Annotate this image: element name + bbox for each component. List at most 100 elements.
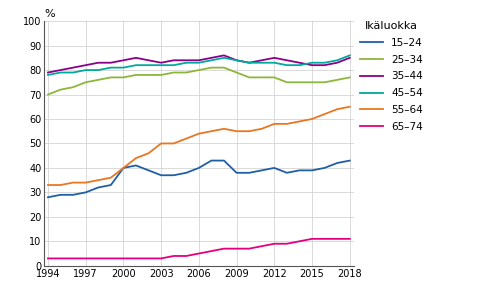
65–74 bbox=[309, 237, 315, 241]
Line: 65–74: 65–74 bbox=[48, 239, 350, 259]
15–24 bbox=[57, 193, 63, 197]
65–74 bbox=[284, 242, 290, 246]
35–44 bbox=[297, 61, 302, 65]
35–44 bbox=[183, 59, 189, 62]
65–74 bbox=[83, 257, 89, 260]
55–64 bbox=[70, 181, 76, 185]
35–44 bbox=[196, 59, 202, 62]
45–54 bbox=[209, 59, 215, 62]
45–54 bbox=[259, 61, 265, 65]
45–54 bbox=[158, 63, 164, 67]
35–44 bbox=[120, 59, 126, 62]
55–64 bbox=[57, 183, 63, 187]
55–64 bbox=[45, 183, 51, 187]
25–34 bbox=[347, 76, 353, 79]
45–54 bbox=[297, 63, 302, 67]
65–74 bbox=[133, 257, 139, 260]
15–24 bbox=[272, 166, 277, 170]
65–74 bbox=[209, 249, 215, 253]
25–34 bbox=[95, 78, 101, 82]
35–44 bbox=[322, 63, 327, 67]
45–54 bbox=[120, 66, 126, 69]
55–64 bbox=[108, 176, 114, 179]
35–44 bbox=[347, 56, 353, 59]
35–44 bbox=[171, 59, 177, 62]
25–34 bbox=[146, 73, 152, 77]
25–34 bbox=[196, 68, 202, 72]
45–54 bbox=[57, 71, 63, 74]
25–34 bbox=[183, 71, 189, 74]
55–64 bbox=[171, 142, 177, 145]
45–54 bbox=[108, 66, 114, 69]
45–54 bbox=[171, 63, 177, 67]
15–24 bbox=[246, 171, 252, 175]
55–64 bbox=[272, 122, 277, 126]
45–54 bbox=[95, 68, 101, 72]
Legend: 15–24, 25–34, 35–44, 45–54, 55–64, 65–74: 15–24, 25–34, 35–44, 45–54, 55–64, 65–74 bbox=[360, 21, 423, 132]
65–74 bbox=[322, 237, 327, 241]
35–44 bbox=[209, 56, 215, 59]
45–54 bbox=[183, 61, 189, 65]
65–74 bbox=[171, 254, 177, 258]
35–44 bbox=[309, 63, 315, 67]
35–44 bbox=[108, 61, 114, 65]
15–24 bbox=[70, 193, 76, 197]
Line: 55–64: 55–64 bbox=[48, 107, 350, 185]
25–34 bbox=[108, 76, 114, 79]
25–34 bbox=[272, 76, 277, 79]
55–64 bbox=[284, 122, 290, 126]
35–44 bbox=[334, 61, 340, 65]
25–34 bbox=[221, 66, 227, 69]
15–24 bbox=[95, 186, 101, 189]
15–24 bbox=[120, 166, 126, 170]
25–34 bbox=[284, 80, 290, 84]
65–74 bbox=[95, 257, 101, 260]
15–24 bbox=[221, 159, 227, 162]
15–24 bbox=[171, 173, 177, 177]
15–24 bbox=[146, 169, 152, 172]
55–64 bbox=[221, 127, 227, 130]
65–74 bbox=[120, 257, 126, 260]
25–34 bbox=[171, 71, 177, 74]
25–34 bbox=[133, 73, 139, 77]
55–64 bbox=[120, 166, 126, 170]
35–44 bbox=[133, 56, 139, 59]
65–74 bbox=[259, 244, 265, 248]
15–24 bbox=[108, 183, 114, 187]
35–44 bbox=[158, 61, 164, 65]
25–34 bbox=[120, 76, 126, 79]
25–34 bbox=[234, 71, 240, 74]
55–64 bbox=[322, 112, 327, 116]
15–24 bbox=[45, 195, 51, 199]
15–24 bbox=[309, 169, 315, 172]
45–54 bbox=[334, 59, 340, 62]
45–54 bbox=[146, 63, 152, 67]
55–64 bbox=[146, 151, 152, 155]
45–54 bbox=[322, 61, 327, 65]
35–44 bbox=[221, 53, 227, 57]
25–34 bbox=[259, 76, 265, 79]
35–44 bbox=[70, 66, 76, 69]
45–54 bbox=[221, 56, 227, 59]
65–74 bbox=[70, 257, 76, 260]
45–54 bbox=[70, 71, 76, 74]
15–24 bbox=[133, 164, 139, 167]
35–44 bbox=[95, 61, 101, 65]
35–44 bbox=[146, 59, 152, 62]
45–54 bbox=[246, 61, 252, 65]
25–34 bbox=[57, 88, 63, 92]
65–74 bbox=[57, 257, 63, 260]
65–74 bbox=[221, 247, 227, 250]
25–34 bbox=[158, 73, 164, 77]
15–24 bbox=[83, 191, 89, 194]
65–74 bbox=[158, 257, 164, 260]
15–24 bbox=[158, 173, 164, 177]
35–44 bbox=[45, 71, 51, 74]
45–54 bbox=[272, 61, 277, 65]
65–74 bbox=[234, 247, 240, 250]
65–74 bbox=[146, 257, 152, 260]
15–24 bbox=[209, 159, 215, 162]
25–34 bbox=[83, 80, 89, 84]
35–44 bbox=[284, 59, 290, 62]
Text: %: % bbox=[44, 9, 55, 19]
